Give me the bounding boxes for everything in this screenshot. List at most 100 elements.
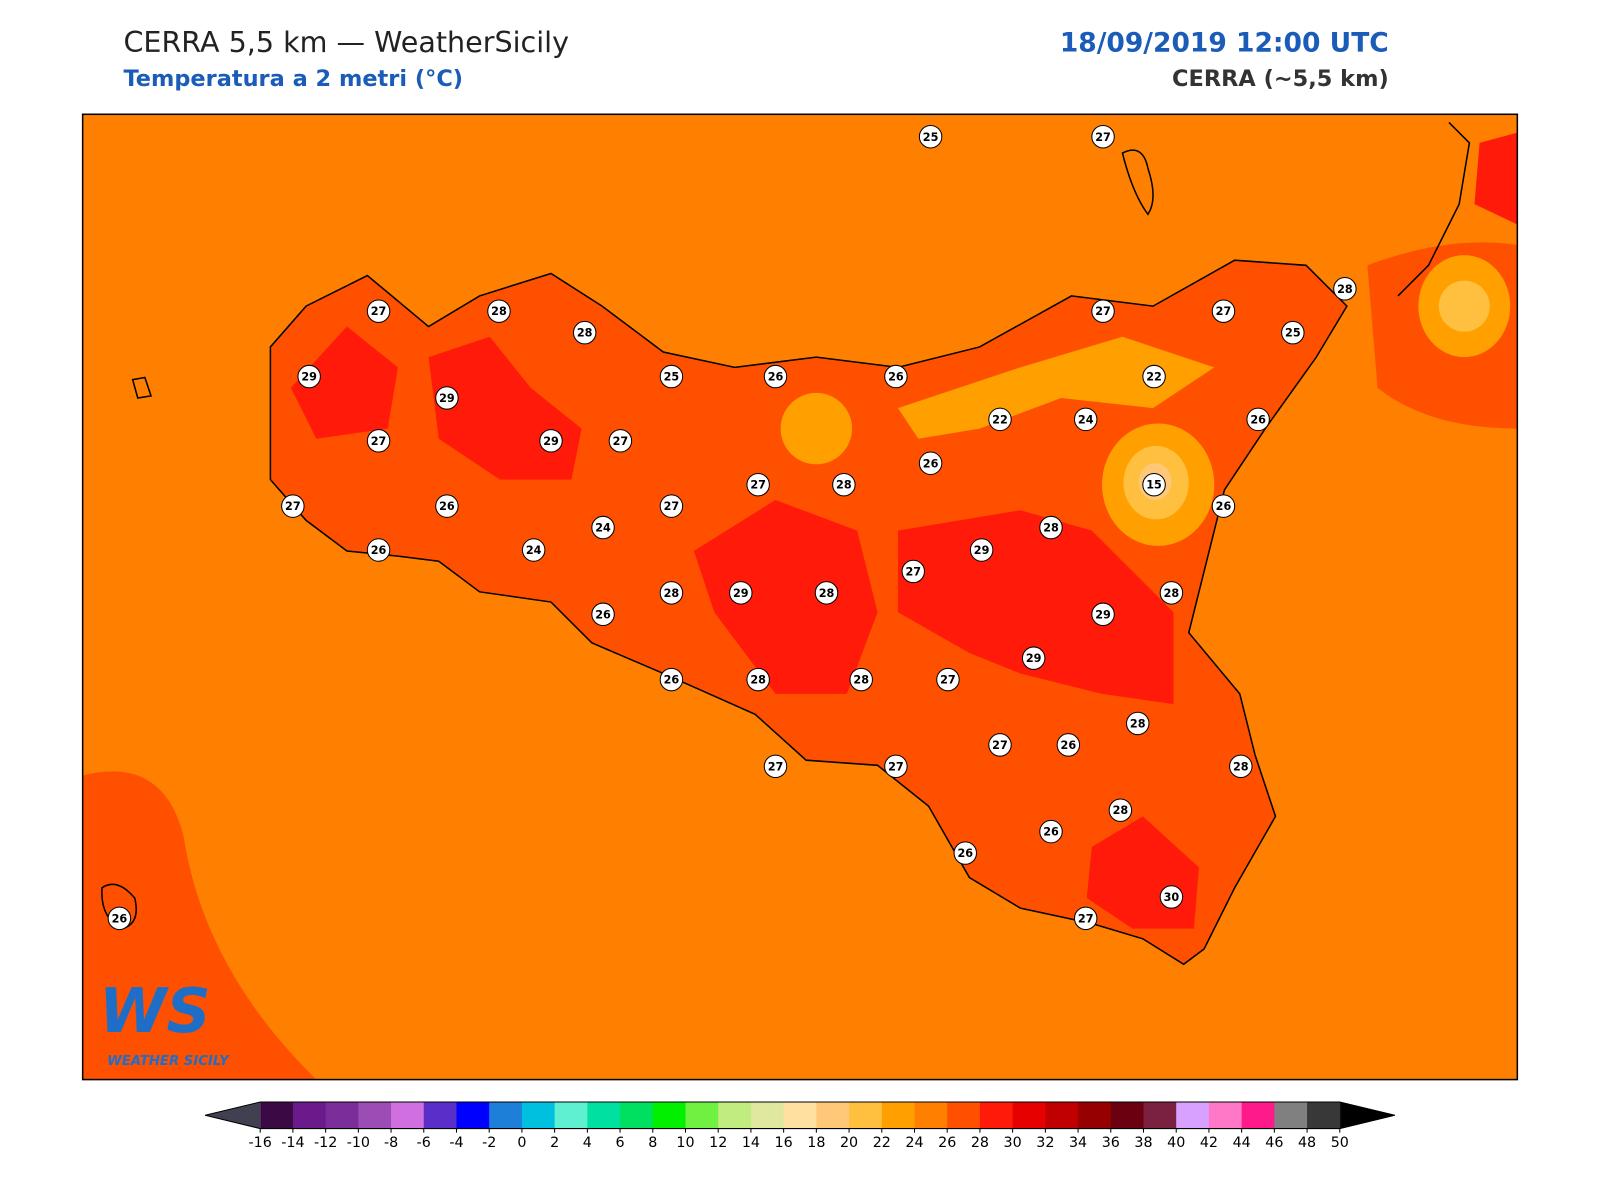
station-marker [969, 538, 994, 562]
colorbar-bin [947, 1102, 981, 1129]
station-marker [1211, 299, 1236, 323]
station-value: 26 [957, 847, 973, 860]
station-value: 25 [664, 371, 680, 384]
colorbar-tick-label: 40 [1167, 1135, 1185, 1151]
colorbar-tick-label: 32 [1036, 1135, 1054, 1151]
station-marker [659, 364, 684, 389]
station-marker [659, 581, 684, 605]
station-value: 27 [940, 674, 956, 687]
station-value: 26 [1061, 739, 1077, 752]
station-marker [366, 299, 391, 323]
station-value: 26 [664, 674, 680, 687]
station-marker [521, 538, 546, 562]
station-marker [1039, 515, 1063, 540]
field [897, 336, 1215, 439]
station-marker [1091, 299, 1115, 323]
station-value: 30 [1164, 891, 1180, 904]
field [897, 510, 1174, 705]
station-value: 26 [112, 912, 128, 925]
station-value: 28 [664, 587, 680, 600]
station-marker [1229, 754, 1253, 779]
colorbar-bin [358, 1102, 392, 1129]
station-marker [1091, 602, 1115, 627]
colorbar-tick-label: -12 [314, 1135, 337, 1151]
station-value: 27 [888, 760, 904, 773]
station-value: 28 [1233, 760, 1249, 773]
logo-mark: WS [99, 976, 211, 1047]
colorbar-tick-label: -4 [449, 1135, 463, 1151]
field [1438, 280, 1490, 332]
colorbar-tick-label: 20 [840, 1135, 858, 1151]
station-value: 22 [1146, 371, 1162, 384]
colorbar-bin [881, 1102, 916, 1129]
station-marker [659, 494, 684, 518]
station-marker [1246, 407, 1270, 432]
colorbar-bin [1110, 1102, 1145, 1129]
station-marker [1091, 124, 1115, 149]
station-marker [539, 429, 563, 453]
station-marker [953, 841, 978, 865]
coastline [1397, 121, 1471, 297]
station-value: 26 [439, 500, 455, 513]
colorbar-bin [325, 1102, 359, 1129]
station-marker [1073, 407, 1098, 432]
station-value: 29 [543, 435, 559, 448]
station-value: 22 [992, 413, 1008, 426]
station-marker [1073, 906, 1098, 931]
station-value: 27 [613, 435, 629, 448]
station-value: 29 [1095, 608, 1111, 621]
station-marker [918, 451, 943, 475]
station-marker [608, 429, 633, 453]
colorbar-tick-label: 16 [775, 1135, 793, 1151]
station-marker [1108, 798, 1133, 822]
station-value: 27 [905, 565, 921, 578]
colorbar-tick-label: 8 [648, 1135, 657, 1151]
station-labels: 25 27 27 28 28 27 27 28 25 29 29 25 26 26 22 27 29 27 22 24… [107, 124, 1357, 931]
colorbar-tick-label: 22 [873, 1135, 891, 1151]
station-marker [988, 407, 1012, 432]
station-marker [884, 364, 908, 389]
station-marker [1142, 364, 1166, 389]
station-value: 26 [1043, 826, 1059, 839]
field [1474, 132, 1518, 225]
colorbar-bin [1208, 1102, 1243, 1129]
colorbar-under [205, 1102, 261, 1129]
station-marker [591, 515, 615, 540]
colorbar-bin [979, 1102, 1014, 1129]
station-marker [487, 299, 511, 323]
station-value: 29 [439, 392, 455, 405]
station-marker [729, 581, 753, 605]
colorbar-bin [1176, 1102, 1210, 1129]
station-marker [1039, 819, 1063, 844]
station-value: 29 [974, 544, 990, 557]
station-value: 28 [1164, 587, 1180, 600]
colorbar-bin [652, 1102, 687, 1129]
colorbar-tick-label: 14 [742, 1135, 760, 1151]
station-value: 27 [664, 500, 680, 513]
station-marker [435, 386, 459, 410]
colorbar-tick-label: 50 [1331, 1135, 1349, 1151]
station-value: 27 [285, 500, 301, 513]
station-value: 28 [819, 587, 835, 600]
station-value: 29 [1026, 652, 1042, 665]
colorbar-bin [260, 1102, 294, 1129]
colorbar-bin [1143, 1102, 1177, 1129]
station-value: 25 [1285, 327, 1301, 340]
colorbar-bin [816, 1102, 850, 1129]
station-value: 26 [371, 544, 387, 557]
colorbar-bin [914, 1102, 948, 1129]
colorbar-bin [489, 1102, 523, 1129]
colorbar-tick-label: 28 [971, 1135, 989, 1151]
station-value: 27 [1216, 305, 1232, 318]
colorbar-bin [1307, 1102, 1341, 1129]
station-value: 26 [1216, 500, 1232, 513]
colorbar-tick-label: 18 [807, 1135, 825, 1151]
station-marker [763, 364, 788, 389]
colorbar-bin [391, 1102, 425, 1129]
subtitle: Temperatura a 2 metri (°C) [123, 66, 463, 92]
station-marker [884, 754, 908, 779]
colorbar-tick-label: -10 [347, 1135, 370, 1151]
station-marker [107, 906, 132, 931]
station-marker [1159, 581, 1184, 605]
station-value: 29 [733, 587, 749, 600]
